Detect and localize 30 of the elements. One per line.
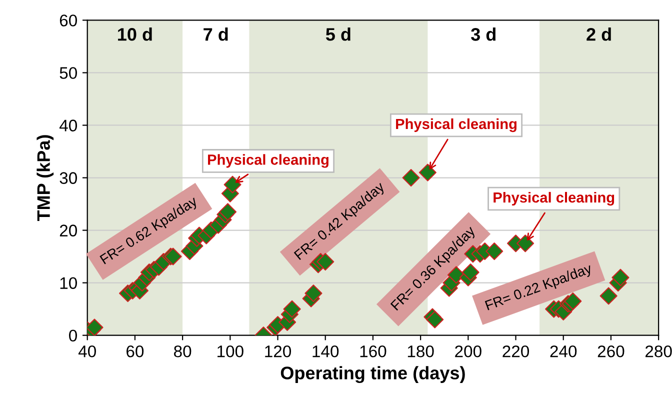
x-tick-label: 80 [174,345,192,358]
band-label: 5 d [326,28,350,41]
x-tick-label: 260 [598,345,624,358]
y-tick-label: 0 [69,330,77,342]
x-tick-label: 140 [312,345,339,358]
y-tick-label: 30 [60,172,77,184]
annotation: Physical cleaning [494,192,614,206]
x-tick-label: 60 [126,345,144,358]
x-axis-title: Operating time (days) [280,366,465,384]
x-tick-label: 280 [645,345,672,358]
band-label: 10 d [118,28,152,41]
annotation: 3 d [471,28,496,41]
annotation: Physical cleaning [396,118,516,132]
x-tick-label: 120 [265,345,292,358]
x-tick-label: 100 [218,345,244,358]
x-tick-label: 220 [502,345,530,358]
y-axis-title: TMP (kPa) [36,135,54,222]
y-tick-label: 50 [60,67,77,79]
y-tick-label: 20 [60,224,77,236]
annotation: 7 d [204,28,228,41]
y-tick-label: 60 [60,14,77,26]
annotation: Physical cleaning [208,154,328,168]
x-tick-label: 40 [78,345,96,358]
x-tick-label: 160 [360,345,386,358]
y-tick-label: 40 [59,120,77,132]
y-tick-label: 10 [60,277,77,290]
x-tick-label: 180 [408,345,434,358]
band-label: 2 d [586,28,611,41]
x-tick-label: 200 [455,345,482,358]
x-tick-label: 240 [550,345,577,358]
